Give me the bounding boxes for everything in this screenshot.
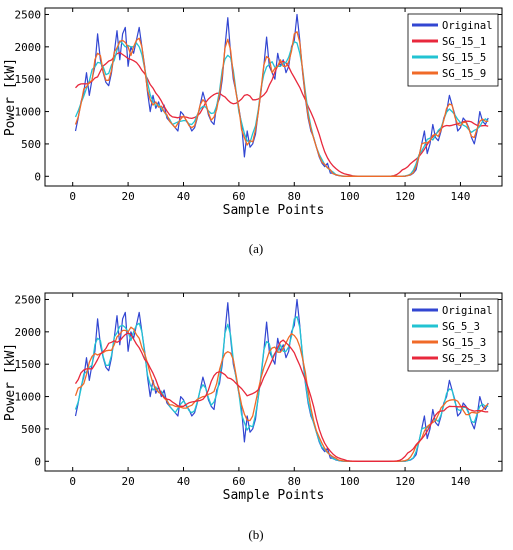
legend-label: SG_15_1: [442, 36, 486, 48]
panel-b-caption: (b): [248, 527, 263, 542]
x-tick-label: 40: [177, 190, 190, 203]
x-tick-label: 40: [177, 475, 190, 488]
chart-panel-b: 0 20 40 60 80 100 120 140 0 500 1000 1500 2000 2500 Sa…: [3, 292, 503, 503]
plot-area: [74, 13, 489, 177]
x-axis-label: Sample Points: [223, 203, 325, 218]
x-tick-label: 100: [340, 190, 360, 203]
y-tick-label: 500: [21, 138, 41, 151]
y-tick-label: 2500: [15, 293, 42, 306]
y-axis-label: Power [kW]: [3, 58, 18, 136]
y-tick-label: 2000: [15, 326, 42, 339]
legend-label: SG_15_3: [442, 337, 486, 349]
panel-a-caption: (a): [249, 241, 263, 256]
plot-area: [74, 298, 489, 462]
x-axis-label: Sample Points: [223, 488, 325, 503]
y-tick-label: 1500: [15, 73, 42, 86]
y-axis-label: Power [kW]: [3, 343, 18, 421]
plot-frame: [44, 7, 503, 187]
x-tick-label: 120: [395, 475, 415, 488]
plot-frame: [44, 292, 503, 472]
x-tick-label: 60: [232, 475, 245, 488]
y-tick-label: 1500: [15, 358, 42, 371]
y-tick-label: 1000: [15, 106, 42, 119]
y-tick-label: 500: [21, 423, 41, 436]
y-tick-label: 2500: [15, 8, 42, 21]
series-line-sg-25-3: [74, 332, 489, 462]
x-tick-label: 20: [121, 475, 134, 488]
y-tick-label: 0: [34, 170, 41, 183]
legend-label: Original: [442, 305, 493, 317]
legend-label: Original: [442, 20, 493, 32]
x-tick-label: 0: [69, 190, 76, 203]
x-tick-label: 120: [395, 190, 415, 203]
series-line-sg-5-3: [74, 316, 489, 462]
legend-label: SG_25_3: [442, 353, 486, 365]
legend-label: SG_15_9: [442, 68, 486, 80]
x-tick-label: 20: [121, 190, 134, 203]
legend-label: SG_5_3: [442, 321, 480, 333]
x-tick-label: 80: [288, 475, 301, 488]
legend: Original SG_5_3 SG_15_3 SG_25_3: [407, 298, 499, 372]
legend: Original SG_15_1 SG_15_5 SG_15_9: [407, 13, 499, 87]
chart-panel-a: 0 20 40 60 80 100 120 140 0 500 1000 1500 2000 2500 Sa…: [3, 7, 503, 218]
x-tick-label: 80: [288, 190, 301, 203]
x-tick-label: 60: [232, 190, 245, 203]
y-tick-label: 0: [34, 455, 41, 468]
series-line-sg-15-9: [74, 31, 489, 177]
x-tick-label: 100: [340, 475, 360, 488]
x-tick-label: 0: [69, 475, 76, 488]
x-tick-label: 140: [451, 475, 471, 488]
legend-label: SG_15_5: [442, 52, 486, 64]
y-tick-label: 1000: [15, 391, 42, 404]
y-tick-label: 2000: [15, 41, 42, 54]
x-tick-label: 140: [451, 190, 471, 203]
